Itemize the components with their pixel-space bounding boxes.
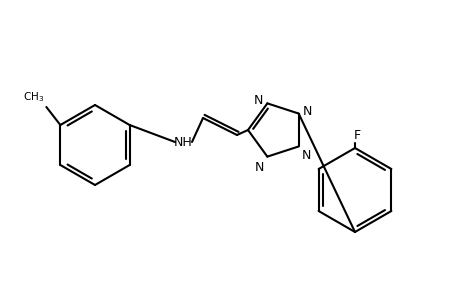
Text: F: F (353, 129, 360, 142)
Text: CH$_3$: CH$_3$ (23, 90, 44, 104)
Text: N: N (302, 105, 311, 118)
Text: NH: NH (173, 136, 192, 148)
Text: N: N (301, 149, 310, 163)
Text: N: N (253, 94, 263, 107)
Text: N: N (254, 160, 264, 174)
